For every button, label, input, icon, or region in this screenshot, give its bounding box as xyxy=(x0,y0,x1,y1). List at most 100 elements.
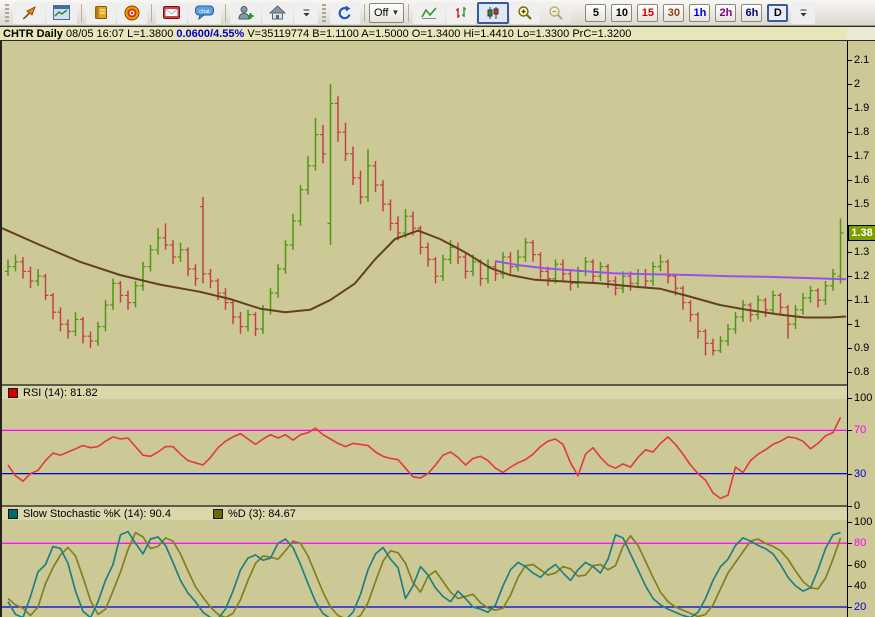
ohlc-bar xyxy=(717,336,724,353)
toolbar-grip-2[interactable] xyxy=(322,3,326,22)
ohlc-bar xyxy=(80,317,86,344)
target-button[interactable] xyxy=(117,1,147,24)
ohlc-bar xyxy=(725,324,731,346)
ohlc-bar xyxy=(492,261,499,281)
ohlc-bar xyxy=(530,240,536,262)
ohlc-bar xyxy=(777,293,784,315)
zoom-in-icon xyxy=(517,5,533,21)
ohlc-bar xyxy=(312,117,319,171)
toolbar-overflow-1-button[interactable] xyxy=(294,1,318,24)
rsi-panel-header: RSI (14): 81.82 xyxy=(2,386,847,399)
refresh-button[interactable] xyxy=(330,1,360,24)
timeframe-6h-button[interactable]: 6h xyxy=(741,3,763,22)
ohlc-bar xyxy=(365,149,371,202)
zoom-in-button[interactable] xyxy=(510,1,541,24)
title-bar-axis-cell xyxy=(847,26,875,41)
timeframe-d-button[interactable]: D xyxy=(767,3,789,22)
ohlc-bar xyxy=(350,146,356,185)
trade-arrow-icon xyxy=(20,5,38,21)
ohlc-bar xyxy=(357,170,364,205)
rsi-axis-tick xyxy=(848,506,852,507)
ohlc-bar xyxy=(335,96,341,142)
ohlc-bar xyxy=(342,122,349,161)
timeframe-30-button[interactable]: 30 xyxy=(663,3,685,22)
mail-button[interactable] xyxy=(156,1,187,24)
refresh-icon xyxy=(337,5,353,21)
ohlc-bar xyxy=(635,269,641,289)
ohlc-bar xyxy=(57,307,64,332)
ohlc-bar xyxy=(537,252,544,279)
panel-divider[interactable] xyxy=(0,505,875,507)
bar-chart-button[interactable] xyxy=(446,1,477,24)
price-axis-label: 1 xyxy=(854,318,861,331)
rsi-line xyxy=(7,417,842,500)
add-user-button[interactable] xyxy=(230,1,261,24)
ohlc-bar xyxy=(485,259,491,284)
price-axis-tick xyxy=(848,60,852,62)
price-axis-label: 1.3 xyxy=(854,246,870,259)
ohlc-bar xyxy=(402,209,409,238)
toolbar-separator xyxy=(364,3,365,22)
price-axis-tick xyxy=(848,276,852,278)
toolbar-grip-1[interactable] xyxy=(5,3,9,22)
ohlc-bar xyxy=(252,312,259,337)
timeframe-5-button[interactable]: 5 xyxy=(585,3,607,22)
rsi-legend-swatch xyxy=(8,387,18,398)
ohlc-bar xyxy=(582,257,589,277)
svg-text:chat: chat xyxy=(199,9,210,15)
chart-window-icon xyxy=(53,5,70,20)
chat-button[interactable]: chat xyxy=(188,1,221,24)
stochastic-chart[interactable] xyxy=(0,507,847,617)
title-segment: 08/05 16:07 L=1.3800 xyxy=(62,27,177,40)
price-axis-tick xyxy=(848,180,852,182)
stoch-axis-label: 40 xyxy=(854,579,867,592)
zoom-out-button[interactable] xyxy=(541,1,572,24)
price-axis[interactable]: 2.1 2 1.9 1.8 1.7 1.6 1.5 1.3 1.2 1.1 1 0.9 0.8 100 70… xyxy=(847,41,875,617)
ohlc-bar xyxy=(665,259,671,284)
toolbar-overflow-2-button[interactable] xyxy=(791,1,816,24)
ohlc-bar xyxy=(12,254,19,272)
ohlc-bar xyxy=(162,223,169,250)
price-axis-label: 2.1 xyxy=(854,54,870,67)
ohlc-bar xyxy=(305,156,311,195)
ohlc-bar xyxy=(755,295,761,320)
ohlc-bar xyxy=(620,271,626,293)
price-axis-tick xyxy=(848,348,852,350)
ohlc-bar xyxy=(5,259,11,277)
stochastic-panel-header: Slow Stochastic %K (14): 90.4 %D (3): 84… xyxy=(2,507,847,520)
stoch-axis-label: 100 xyxy=(854,516,873,528)
ohlc-bar xyxy=(110,278,116,310)
price-chart[interactable] xyxy=(0,42,847,384)
price-axis-tick xyxy=(848,372,852,374)
price-axis-label: 1.5 xyxy=(854,198,870,211)
rsi-axis-label: 0 xyxy=(854,500,861,512)
chart-window-button[interactable] xyxy=(46,1,77,24)
rsi-chart[interactable] xyxy=(0,386,847,506)
trade-arrow-button[interactable] xyxy=(13,1,45,24)
timeframe-1h-button[interactable]: 1h xyxy=(689,3,711,22)
ohlc-bar xyxy=(200,197,206,284)
alerts-off-dropdown[interactable]: Off ▼ xyxy=(369,2,405,23)
rsi-axis-label: 30 xyxy=(854,467,867,480)
ohlc-bar xyxy=(762,297,769,317)
ohlc-bar xyxy=(42,273,49,301)
timeframe-10-button[interactable]: 10 xyxy=(611,3,633,22)
ohlc-bar xyxy=(695,312,701,339)
home-button[interactable] xyxy=(262,1,293,24)
price-axis-tick xyxy=(848,84,852,86)
ohlc-bar xyxy=(732,312,739,334)
ohlc-bar xyxy=(500,252,506,279)
ohlc-bar xyxy=(35,269,41,286)
candlestick-chart-button[interactable] xyxy=(477,1,510,24)
ohlc-bar xyxy=(147,245,154,272)
price-axis-label: 0.8 xyxy=(854,366,870,379)
price-axis-label: 1.7 xyxy=(854,150,870,163)
rsi-axis-tick xyxy=(848,473,852,475)
stoch-k-legend-label: Slow Stochastic %K (14): 90.4 xyxy=(23,507,171,520)
panel-divider[interactable] xyxy=(0,384,875,386)
timeframe-2h-button[interactable]: 2h xyxy=(715,3,737,22)
line-chart-button[interactable] xyxy=(413,1,446,24)
address-book-button[interactable] xyxy=(86,1,116,24)
mail-icon xyxy=(163,6,180,19)
timeframe-15-button[interactable]: 15 xyxy=(637,3,659,22)
